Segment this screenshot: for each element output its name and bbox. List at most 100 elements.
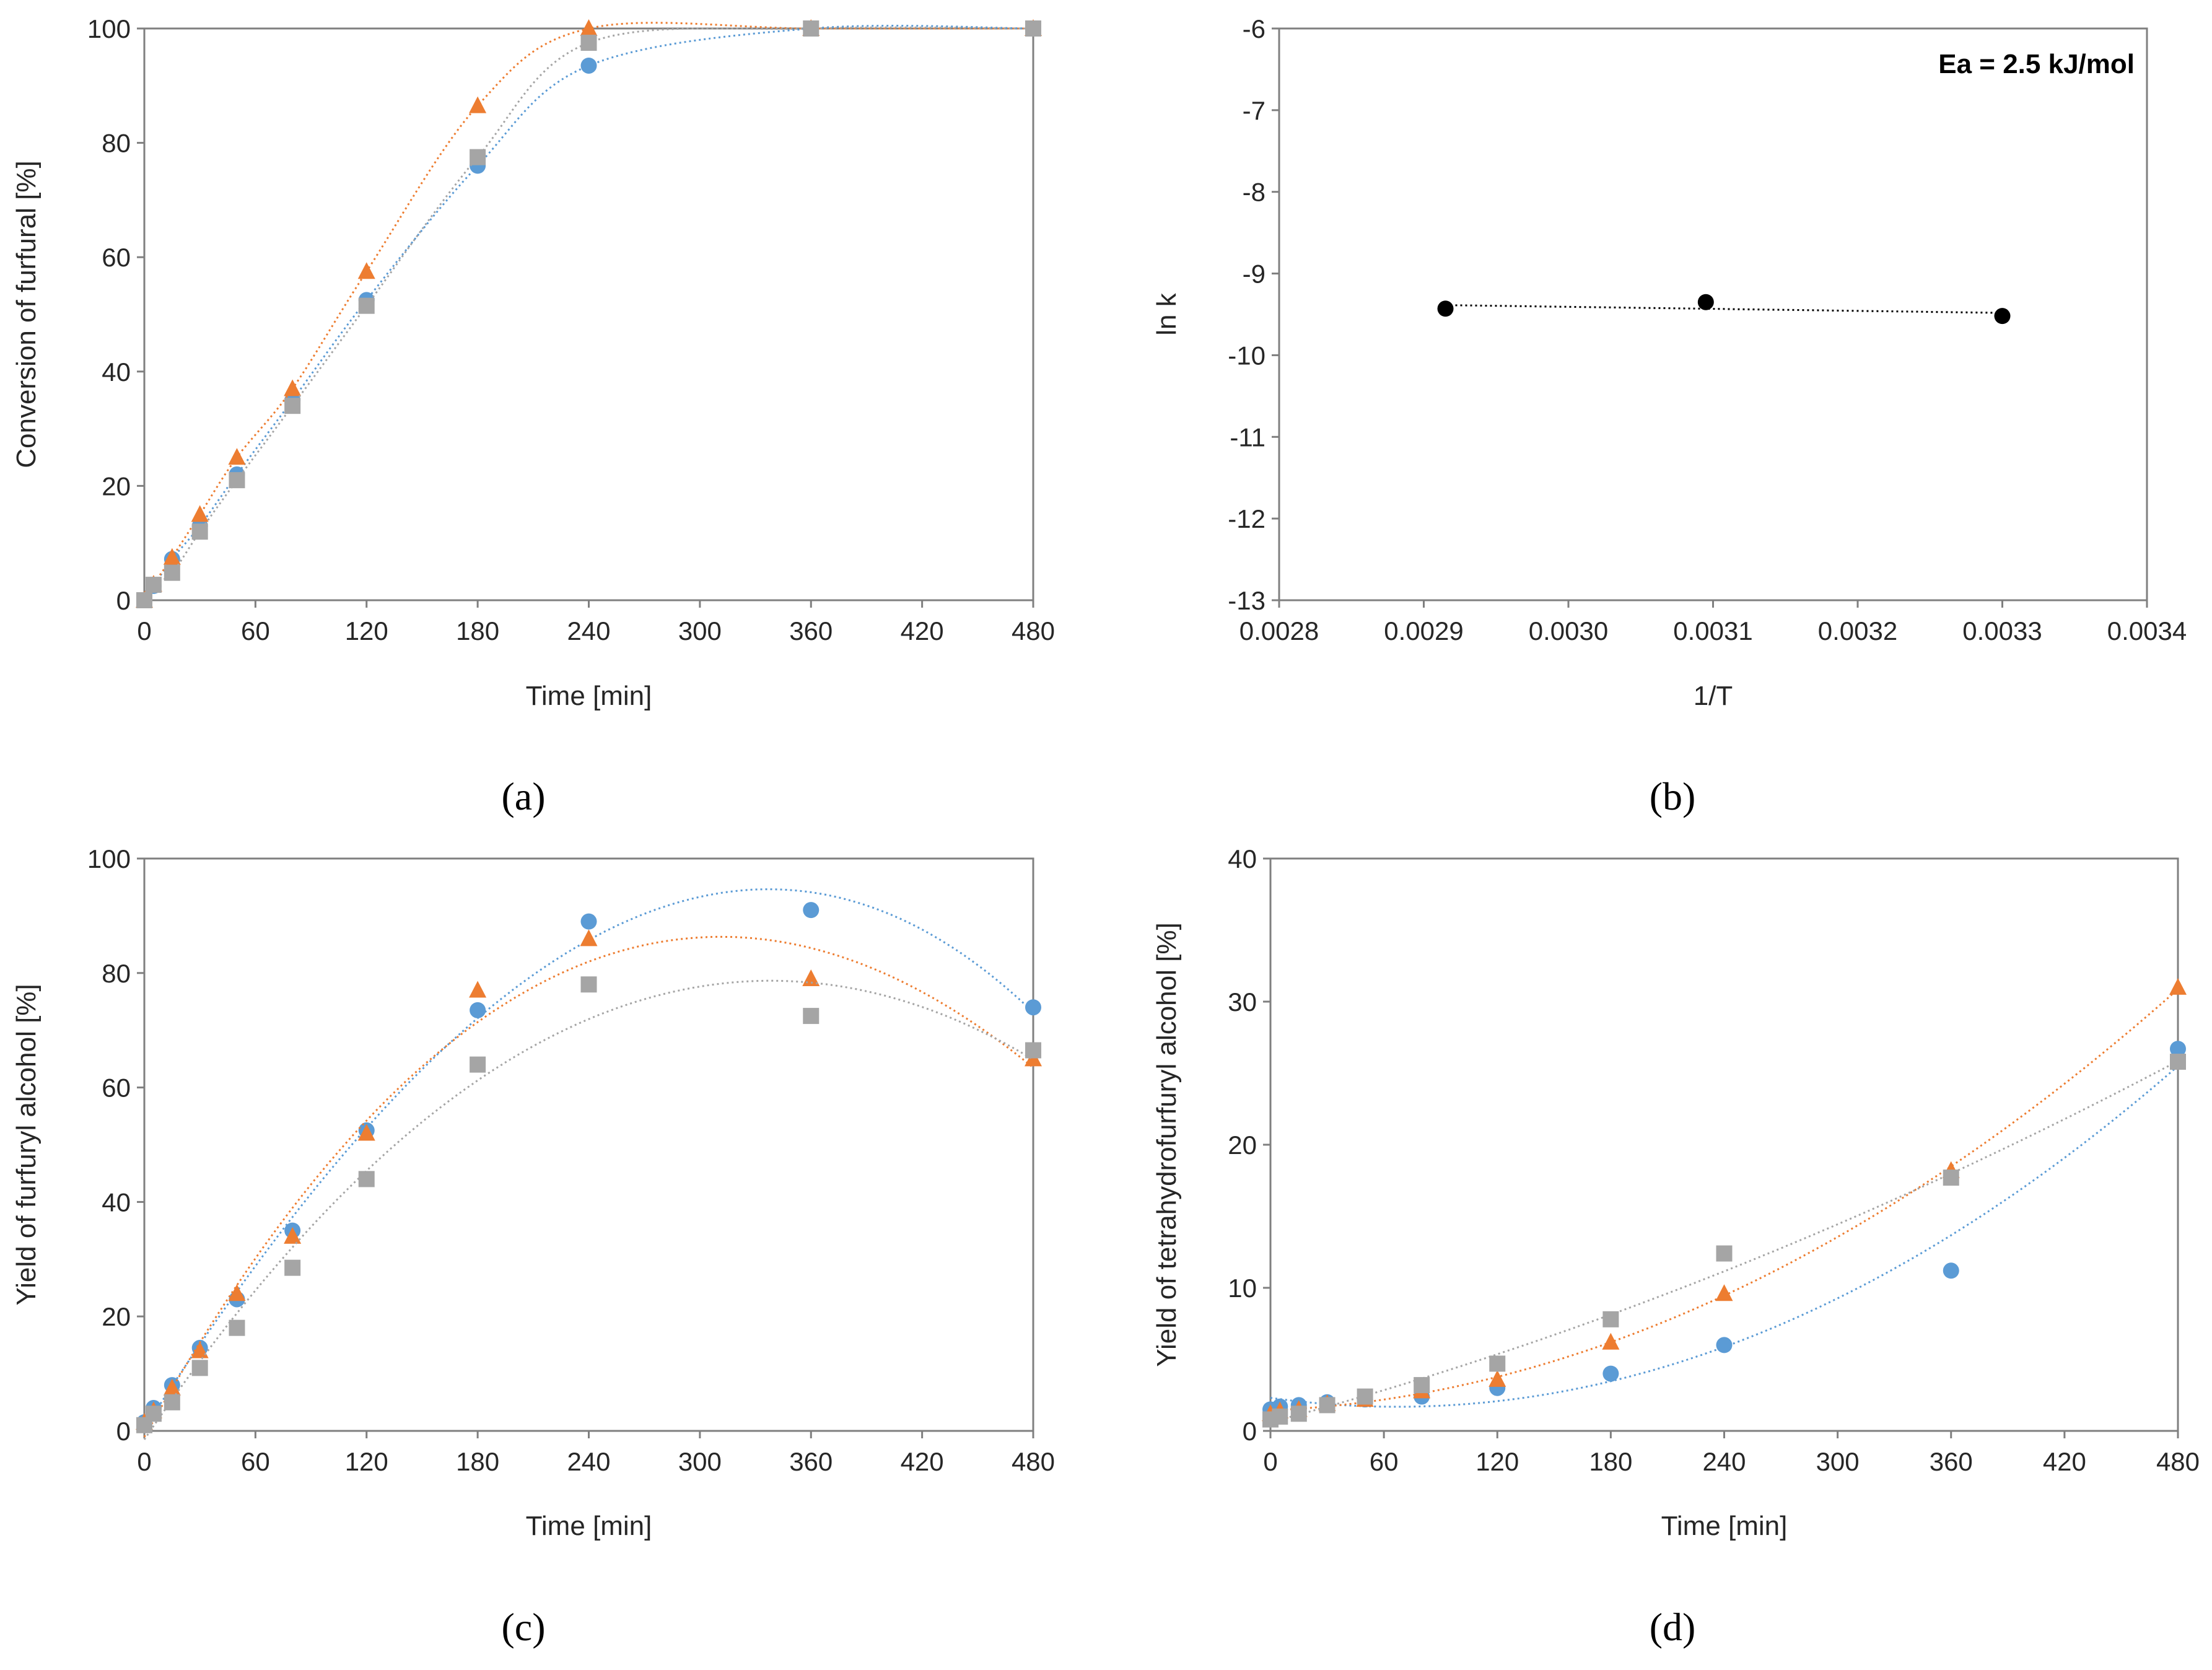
- y-tick-label: 40: [102, 1187, 131, 1217]
- y-tick-label: 10: [1228, 1274, 1257, 1303]
- x-axis-label: Time [min]: [526, 1511, 652, 1541]
- x-tick-label: 180: [456, 1447, 499, 1476]
- x-axis-label: 1/T: [1694, 681, 1733, 711]
- data-point: [1357, 1388, 1373, 1405]
- x-tick-label: 480: [2156, 1447, 2200, 1476]
- data-point: [163, 548, 181, 565]
- x-tick-label: 60: [241, 1447, 270, 1476]
- x-tick-label: 120: [345, 616, 388, 645]
- y-tick-label: -7: [1243, 96, 1266, 125]
- y-axis-label: Yield of tetrahydrofurfuryl alcohol [%]: [1152, 922, 1182, 1366]
- data-point: [358, 297, 375, 314]
- x-tick-label: 0.0028: [1239, 616, 1319, 645]
- y-tick-label: 0: [116, 586, 131, 615]
- data-point: [1272, 1408, 1288, 1425]
- trendline: [1445, 304, 2003, 314]
- trendline: [143, 979, 1034, 1440]
- x-tick-label: 0.0030: [1529, 616, 1608, 645]
- panel-caption: (a): [501, 774, 545, 818]
- data-point: [580, 57, 597, 74]
- series-gray: [1262, 1054, 2186, 1428]
- x-axis-label: Time [min]: [1661, 1511, 1788, 1541]
- y-tick-label: -11: [1230, 422, 1266, 452]
- data-point: [469, 981, 487, 998]
- x-tick-label: 360: [789, 1447, 833, 1476]
- x-tick-label: 300: [678, 1447, 722, 1476]
- series-orange: [136, 19, 1042, 608]
- x-tick-label: 0: [1263, 1447, 1277, 1476]
- trendline: [1270, 1060, 2179, 1423]
- panel-caption: (c): [501, 1605, 545, 1649]
- series-blue: [136, 888, 1041, 1431]
- data-point: [145, 1406, 162, 1422]
- x-tick-label: 0.0033: [1962, 616, 2042, 645]
- data-point: [1025, 20, 1041, 37]
- x-tick-label: 240: [1702, 1447, 1746, 1476]
- data-point: [164, 564, 180, 581]
- y-tick-label: 20: [1228, 1130, 1257, 1160]
- data-point: [580, 929, 598, 946]
- y-tick-label: 60: [102, 243, 131, 272]
- data-point: [580, 913, 597, 930]
- data-point: [1602, 1365, 1619, 1382]
- data-point: [470, 1056, 486, 1073]
- data-point: [228, 448, 246, 465]
- series-gray: [136, 976, 1041, 1440]
- data-point: [229, 1319, 245, 1336]
- data-point: [1025, 1042, 1041, 1059]
- data-point: [1290, 1406, 1307, 1422]
- data-point: [284, 1259, 301, 1276]
- y-tick-label: 80: [102, 129, 131, 158]
- data-point: [136, 592, 152, 608]
- panel-d-yield-of-tetrahydrofurfuryl-alcohol: 0 10 20 30 40 0 60 120 180 240 300 360 420 480 Time [m…: [1152, 844, 2200, 1649]
- x-tick-label: 480: [1012, 616, 1055, 645]
- x-tick-label: 180: [1589, 1447, 1632, 1476]
- x-tick-label: 60: [241, 616, 270, 645]
- y-tick-label: 100: [87, 844, 131, 873]
- data-point: [228, 1284, 246, 1301]
- plot-area-frame: [143, 27, 1034, 601]
- data-point: [284, 398, 301, 414]
- data-point: [191, 523, 208, 540]
- x-tick-label: 0.0031: [1673, 616, 1752, 645]
- x-tick-label: 180: [456, 616, 499, 645]
- data-point: [2169, 977, 2187, 995]
- y-tick-label: -12: [1228, 504, 1266, 533]
- data-point: [1716, 1245, 1733, 1262]
- data-point: [470, 149, 486, 165]
- data-point: [1602, 1311, 1619, 1327]
- data-point: [191, 1360, 208, 1376]
- data-point: [2170, 1041, 2186, 1057]
- data-point: [164, 1394, 180, 1410]
- data-point: [357, 262, 375, 279]
- trendline: [143, 22, 1033, 601]
- y-tick-label: 20: [102, 1302, 131, 1331]
- data-point: [1943, 1169, 1959, 1186]
- data-point: [1025, 999, 1041, 1016]
- series-blue: [1262, 1041, 2186, 1418]
- data-point: [284, 1226, 302, 1244]
- data-point: [1602, 1332, 1620, 1350]
- x-tick-label: 120: [1475, 1447, 1519, 1476]
- x-tick-label: 240: [567, 1447, 610, 1476]
- data-point: [580, 35, 597, 51]
- x-tick-label: 0.0029: [1384, 616, 1463, 645]
- data-point: [229, 472, 245, 489]
- trendline: [1270, 1065, 2179, 1408]
- panel-b-arrhenius-plot: -13 -12 -11 -10 -9 -8 -7 -6 0.0028 0.0029 0.0030 0.…: [1152, 14, 2187, 818]
- y-tick-label: -13: [1228, 586, 1266, 615]
- data-point: [1489, 1370, 1506, 1387]
- y-tick-label: 60: [102, 1073, 131, 1103]
- x-tick-label: 360: [1930, 1447, 1973, 1476]
- data-point: [803, 1008, 820, 1025]
- trendline: [143, 935, 1034, 1438]
- data-point: [803, 902, 820, 919]
- data-point: [1943, 1262, 1959, 1279]
- y-tick-label: 40: [1228, 844, 1257, 873]
- data-point: [1715, 1284, 1733, 1301]
- data-point: [358, 1171, 375, 1187]
- y-axis-label: Conversion of furfural [%]: [11, 160, 42, 468]
- x-tick-label: 300: [678, 616, 722, 645]
- x-tick-label: 0: [137, 616, 151, 645]
